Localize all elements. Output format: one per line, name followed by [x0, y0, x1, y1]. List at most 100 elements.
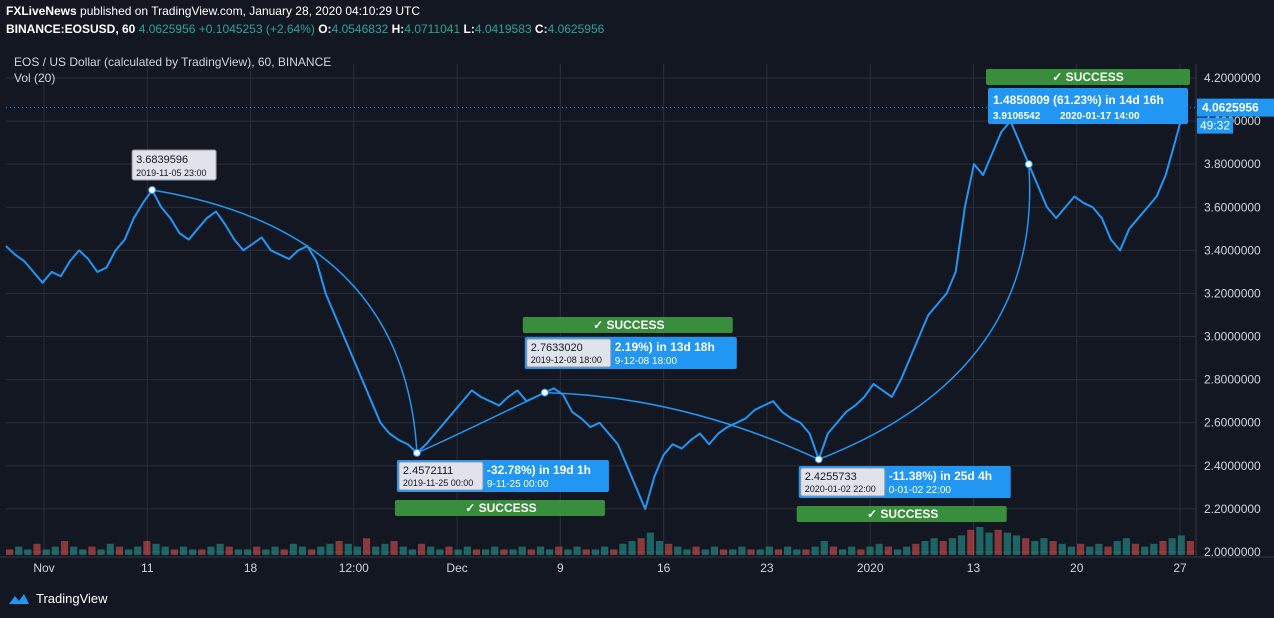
volume-bar [683, 549, 691, 555]
measure-end-date: 0-01-02 22:00 [889, 485, 952, 496]
tradingview-footer[interactable]: TradingView [8, 591, 108, 606]
symbol-label: BINANCE:EOSUSD, 60 [6, 22, 136, 36]
volume-bar [784, 546, 792, 555]
volume-bar [326, 543, 334, 555]
volume-bar [344, 543, 352, 555]
volume-bar [262, 549, 270, 555]
volume-bar [363, 538, 371, 555]
open-label: O: [318, 22, 332, 36]
y-tick-label: 2.8000000 [1204, 373, 1261, 387]
measure-start-price: 3.9106542 [993, 111, 1041, 122]
volume-bar [317, 546, 325, 555]
volume-bar [912, 543, 920, 555]
y-tick-label: 2.6000000 [1204, 416, 1261, 430]
volume-bar [958, 535, 966, 555]
price-series-line [5, 107, 1185, 510]
volume-bar [271, 546, 279, 555]
y-tick-label: 3.4000000 [1204, 243, 1261, 257]
volume-bar [536, 546, 545, 555]
volume-bar [1095, 543, 1103, 555]
pivot-price: 2.4255733 [805, 471, 857, 483]
volume-bar [1141, 546, 1149, 555]
volume-bar [1086, 546, 1094, 555]
volume-bar [1031, 541, 1039, 555]
close-value: 4.0625956 [547, 22, 605, 36]
volume-bar [875, 543, 883, 555]
pivot-date: 2019-11-25 00:00 [403, 478, 473, 488]
volume-bar [921, 541, 929, 555]
low-value: 4.0419583 [474, 22, 532, 36]
x-tick-label: 13 [967, 561, 981, 575]
pivot-price: 2.4572111 [403, 465, 453, 477]
volume-bar [518, 546, 526, 555]
volume-bar [15, 546, 23, 555]
y-tick-label: 2.2000000 [1204, 502, 1261, 516]
volume-bar [1077, 543, 1085, 555]
volume-bar [619, 543, 627, 555]
last-price-marker [1197, 98, 1274, 117]
volume-bar [33, 543, 41, 555]
volume-bar [399, 546, 407, 555]
volume-bar [491, 546, 499, 555]
pivot-point [540, 388, 549, 397]
volume-bar [976, 527, 984, 555]
success-badge-label: ✓ SUCCESS [465, 501, 536, 515]
volume-bar [509, 549, 517, 555]
volume-bar [610, 549, 618, 555]
volume-bar [143, 541, 151, 555]
y-tick-label: 3.0000000 [1204, 330, 1261, 344]
x-tick-label: 9 [557, 561, 564, 575]
volume-bar [738, 546, 746, 555]
success-badge-label: ✓ SUCCESS [1052, 70, 1123, 84]
volume-bar [1058, 543, 1066, 555]
volume-bar [335, 541, 343, 555]
volume-bar [234, 549, 242, 555]
volume-bar [1012, 535, 1021, 555]
volume-bar [6, 549, 14, 555]
volume-bar [1122, 538, 1130, 555]
volume-bar [701, 549, 709, 555]
volume-bar [381, 543, 389, 555]
x-tick-label: 27 [1173, 561, 1187, 575]
x-tick-label: 20 [1070, 561, 1084, 575]
pivot-price: 3.6839596 [136, 154, 188, 166]
high-label: H: [391, 22, 405, 36]
success-badge [796, 506, 1007, 522]
volume-bar [527, 549, 535, 555]
y-tick-label: 3.6000000 [1204, 200, 1261, 214]
volume-bar [106, 543, 114, 555]
publisher-name[interactable]: FXLiveNews [6, 4, 77, 18]
volume-bar [546, 549, 554, 555]
success-badge-label: ✓ SUCCESS [593, 318, 664, 332]
volume-bar [207, 546, 215, 555]
volume-bar [811, 546, 819, 555]
volume-bar [60, 541, 69, 555]
volume-bar [298, 546, 307, 555]
volume-bar [445, 546, 453, 555]
volume-bar [308, 549, 316, 555]
success-badge-label: ✓ SUCCESS [867, 507, 938, 521]
measure-change: 1.4850809 (61.23%) in 14d 16h [993, 93, 1164, 107]
volume-bar [774, 549, 783, 555]
volume-bar [1131, 543, 1140, 555]
volume-bar [893, 549, 902, 555]
volume-bar [710, 546, 718, 555]
pivot-label-box [131, 149, 217, 181]
volume-bar [646, 532, 654, 555]
open-value: 4.0546832 [331, 22, 389, 36]
volume-bar [985, 532, 993, 555]
volume-bar [97, 549, 105, 555]
pivot-date: 2019-12-08 18:00 [531, 355, 602, 365]
volume-bar [839, 549, 847, 555]
volume-bar [601, 546, 609, 555]
publish-info: FXLiveNews published on TradingView.com,… [6, 4, 420, 18]
close-label: C: [534, 22, 548, 36]
volume-bar [225, 546, 233, 555]
pivot-point [1024, 160, 1033, 169]
volume-bar [372, 546, 380, 555]
volume-bar [42, 549, 50, 555]
volume-bar [829, 546, 837, 555]
volume-bar [692, 546, 700, 555]
measure-stats-box [988, 88, 1188, 124]
